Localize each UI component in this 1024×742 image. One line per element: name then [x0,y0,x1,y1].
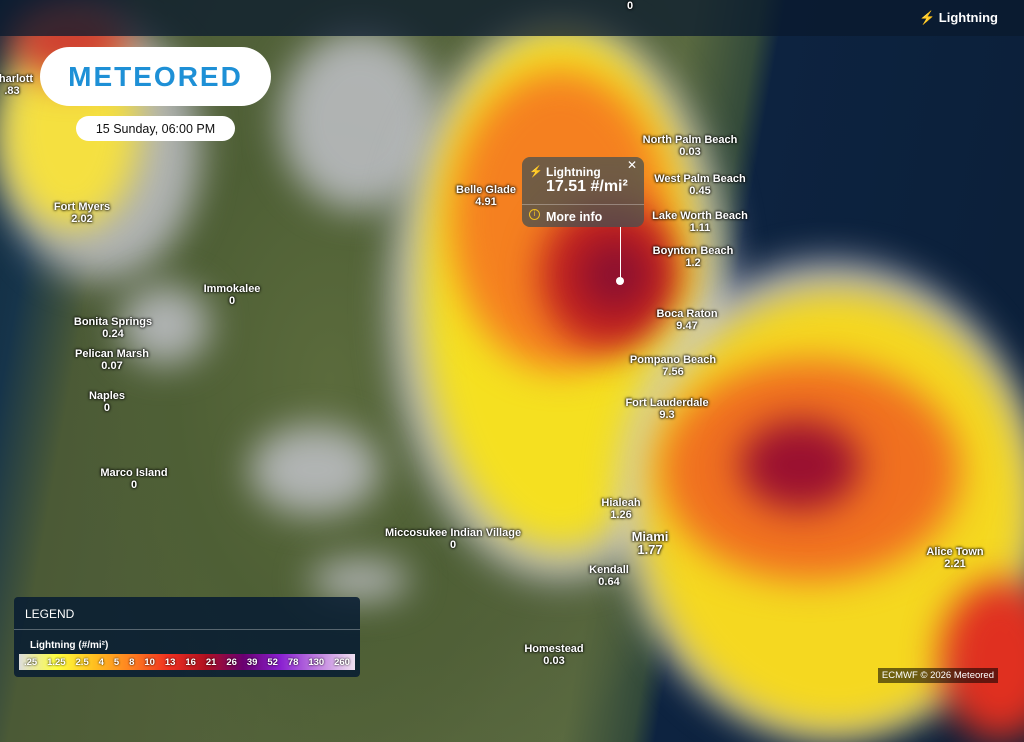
place-label: Pompano Beach 7.56 [629,354,717,378]
lightning-icon: ⚡ [529,166,543,178]
legend-stop: 2.5 [75,656,89,668]
place-label: Fort Myers 2.02 [53,201,111,225]
legend-stop: 39 [246,656,258,668]
layer-selector[interactable]: ⚡ Lightning [918,10,998,25]
legend-stop: 130 [308,656,325,668]
place-label: Marco Island 0 [100,467,168,491]
divider [522,204,644,205]
place-label: Belle Glade 4.91 [456,184,516,208]
attribution: ECMWF © 2026 Meteored [877,668,998,683]
place-label: Kendall 0.64 [589,564,629,588]
place-label: Alice Town 2.21 [926,546,984,570]
legend-stop: 5 [113,656,120,668]
lightning-area [250,425,380,515]
place-label: Miami 1.77 [631,529,669,557]
divider [14,629,360,630]
close-icon[interactable]: ✕ [627,158,638,172]
place-label: Miccosukee Indian Village 0 [384,527,522,551]
info-icon: i [529,209,540,220]
lightning-area [120,285,210,365]
place-label: Fort Lauderdale 9.3 [625,397,709,421]
place-label: Bonita Springs 0.24 [73,316,153,340]
legend-stop: 260 [334,656,350,668]
legend-panel: LEGEND Lightning (#/mi²) .25 1.25 2.5 4 5 8 10… [14,597,360,677]
lightning-area [580,240,650,310]
legend-color-scale: .25 1.25 2.5 4 5 8 10 13 16 21 26 39 52 78 130 260 [19,654,355,670]
place-label: Immokalee 0 [203,283,261,307]
lightning-icon: ⚡ [918,10,936,25]
legend-stop: 78 [287,656,299,668]
lightning-area [740,420,860,510]
place-label: Boca Raton 9.47 [656,308,718,332]
pin-line [620,227,621,281]
legend-stop: 21 [205,656,217,668]
lightning-tooltip: ⚡ Lightning 17.51 #/mi² i More info [522,157,644,227]
legend-stop: 52 [267,656,278,668]
more-info-link[interactable]: More info [546,210,603,224]
place-label: Pelican Marsh 0.07 [75,348,149,372]
lightning-area [310,560,410,600]
legend-stop: 4 [98,656,104,668]
legend-stop: .25 [23,656,38,668]
meteored-logo[interactable]: METEORED [40,47,271,106]
place-label: Charlott.83 [0,73,34,97]
legend-stop: 16 [185,656,196,668]
place-label: 0 [626,0,634,12]
tooltip-value: 17.51 #/mi² [546,178,628,195]
place-label: Naples 0 [88,390,126,414]
place-label: Lake Worth Beach 1.11 [652,210,748,234]
legend-stop: 13 [164,656,176,668]
place-label: Hialeah 1.26 [601,497,641,521]
top-bar: ⚡ Lightning [0,0,1024,36]
legend-stop: 8 [129,656,135,668]
location-pin[interactable] [616,277,624,285]
legend-stop: 1.25 [47,656,66,668]
legend-stop: 26 [226,656,237,668]
place-label: Homestead 0.03 [524,643,584,667]
place-label: Boynton Beach 1.2 [652,245,734,269]
date-time-pill[interactable]: 15 Sunday, 06:00 PM [76,116,235,141]
place-label: West Palm Beach 0.45 [654,173,746,197]
legend-stop: 10 [144,656,155,668]
place-label: North Palm Beach 0.03 [642,134,738,158]
